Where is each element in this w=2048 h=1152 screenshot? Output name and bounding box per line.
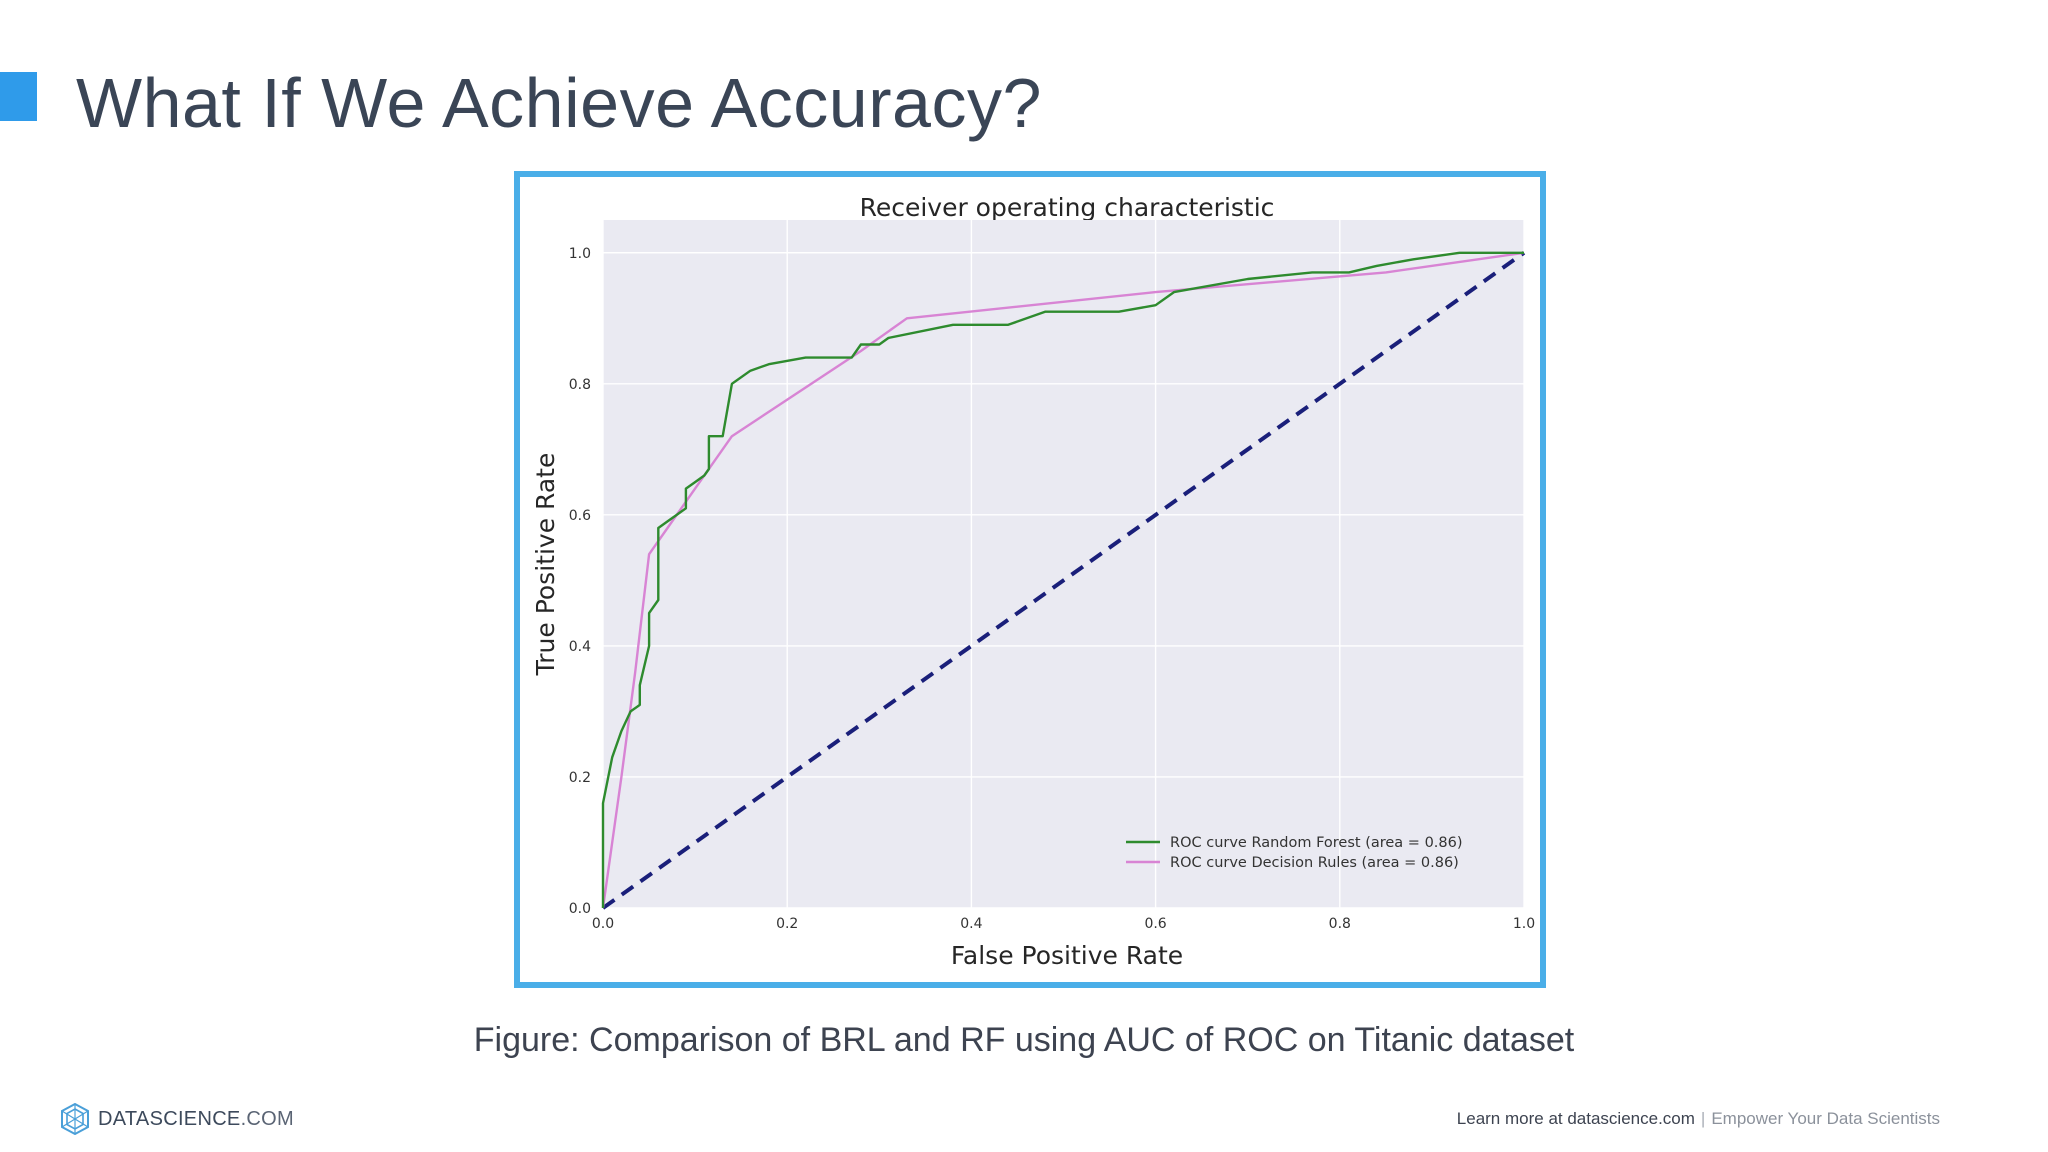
- y-tick-label: 0.6: [569, 508, 591, 524]
- slide-title: What If We Achieve Accuracy?: [76, 64, 1042, 142]
- brand-name: DATASCIENCE.COM: [98, 1108, 294, 1131]
- brand-name-suffix: .COM: [240, 1107, 294, 1130]
- footer-separator: |: [1700, 1109, 1706, 1128]
- legend-entry: ROC curve Decision Rules (area = 0.86): [1170, 855, 1459, 871]
- cube-logo-icon: [61, 1103, 89, 1135]
- x-axis-label: False Positive Rate: [951, 941, 1183, 970]
- x-tick-label: 0.0: [592, 916, 614, 932]
- roc-chart: Receiver operating characteristic 0.0 0.2…: [531, 193, 1535, 970]
- figure-caption: Figure: Comparison of BRL and RF using A…: [473, 1021, 1575, 1059]
- title-accent-bar: [0, 72, 37, 121]
- brand-name-bold: DATASCIENCE: [98, 1107, 241, 1130]
- plot-area: [603, 220, 1524, 908]
- footer-tagline: Empower Your Data Scientists: [1711, 1109, 1940, 1128]
- y-tick-label: 0.8: [569, 377, 591, 393]
- chart-frame: Receiver operating characteristic 0.0 0.2…: [514, 171, 1546, 988]
- y-tick-label: 0.0: [569, 901, 591, 917]
- y-tick-label: 1.0: [569, 246, 591, 262]
- grid-lines: [602, 220, 1525, 909]
- y-tick-label: 0.4: [569, 639, 591, 655]
- learn-more-link[interactable]: Learn more at datascience.com: [1456, 1109, 1695, 1128]
- legend: ROC curve Random Forest (area = 0.86) ROC…: [1126, 835, 1463, 871]
- y-axis-label: True Positive Rate: [531, 453, 560, 677]
- x-tick-label: 0.2: [776, 916, 798, 932]
- y-tick-label: 0.2: [569, 770, 591, 786]
- x-tick-label: 0.4: [960, 916, 982, 932]
- tick-labels: 0.0 0.2 0.4 0.6 0.8 1.0 0.0 0.2 0.4 0.6 0.8 1.0: [569, 246, 1535, 932]
- series-line-0: [601, 251, 1524, 908]
- brand-logo[interactable]: DATASCIENCE.COM: [60, 1102, 294, 1136]
- x-tick-label: 1.0: [1513, 916, 1535, 932]
- x-tick-label: 0.8: [1329, 916, 1351, 932]
- footer-links: Learn more at datascience.com | Empower Yo…: [1457, 1106, 1940, 1132]
- series-lines: [601, 251, 1526, 910]
- legend-entry: ROC curve Random Forest (area = 0.86): [1170, 835, 1463, 851]
- chart-title: Receiver operating characteristic: [860, 193, 1275, 222]
- x-tick-label: 0.6: [1144, 916, 1166, 932]
- chance-diagonal-line: [601, 251, 1526, 910]
